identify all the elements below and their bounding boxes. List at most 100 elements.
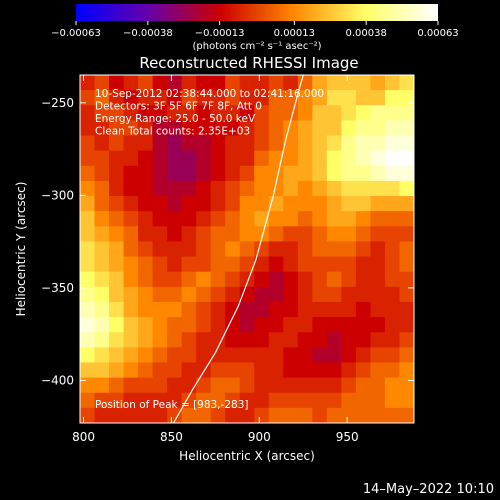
- heatmap-cell: [326, 332, 342, 348]
- heatmap-cell: [399, 150, 414, 167]
- heatmap-cell: [196, 362, 212, 379]
- heatmap-cell: [167, 317, 183, 333]
- heatmap-cell: [254, 241, 270, 258]
- heatmap-cell: [268, 407, 284, 423]
- heatmap-cell: [283, 90, 299, 106]
- image-annotations: 10-Sep-2012 02:38:44.000 to 02:41:16.000…: [95, 88, 324, 138]
- heatmap-cell: [152, 165, 168, 182]
- heatmap-cell: [355, 332, 372, 348]
- heatmap-cell: [326, 180, 342, 197]
- heatmap-cell: [370, 135, 386, 152]
- heatmap-cell: [312, 135, 328, 152]
- heatmap-cell: [181, 392, 197, 409]
- heatmap-cell: [370, 286, 386, 303]
- heatmap-cell: [254, 362, 270, 379]
- heatmap-cell: [283, 135, 299, 152]
- heatmap-cell: [297, 362, 313, 379]
- heatmap-cell: [355, 392, 372, 409]
- heatmap-cell: [123, 135, 139, 152]
- heatmap-cell: [210, 196, 226, 212]
- heatmap-cell: [152, 332, 168, 348]
- heatmap-cell: [152, 271, 168, 288]
- heatmap-cell: [268, 105, 284, 121]
- heatmap-cell: [138, 180, 154, 197]
- annotation-line: Detectors: 3F 5F 6F 7F 8F, Att 0: [95, 101, 262, 113]
- heatmap-cell: [312, 256, 328, 273]
- heatmap-cell: [167, 301, 183, 318]
- heatmap-cell: [384, 105, 401, 121]
- heatmap-cell: [399, 226, 414, 243]
- heatmap-cell: [181, 362, 197, 379]
- heatmap-cell: [181, 211, 197, 227]
- heatmap-cell: [94, 120, 110, 137]
- heatmap-cell: [326, 317, 342, 333]
- heatmap-cell: [109, 317, 125, 333]
- heatmap-cell: [312, 105, 328, 121]
- heatmap-cell: [210, 135, 226, 152]
- heatmap-cell: [109, 120, 125, 137]
- heatmap-cell: [152, 256, 168, 273]
- heatmap-cell: [152, 347, 168, 364]
- heatmap-cell: [341, 317, 357, 333]
- heatmap-cell: [268, 301, 284, 318]
- heatmap-cell: [94, 135, 110, 152]
- heatmap-cell: [196, 105, 212, 121]
- heatmap-cell: [312, 362, 328, 379]
- heatmap-cell: [384, 377, 401, 394]
- heatmap-cell: [239, 362, 255, 379]
- heatmap-cell: [370, 75, 386, 91]
- y-axis-label: Heliocentric Y (arcsec): [14, 182, 28, 317]
- heatmap-cell: [109, 135, 125, 152]
- heatmap-cell: [138, 211, 154, 227]
- heatmap-cell: [196, 377, 212, 394]
- heatmap-cell: [341, 407, 357, 423]
- heatmap-cell: [399, 196, 414, 212]
- heatmap-cell: [138, 135, 154, 152]
- heatmap-cell: [94, 407, 110, 423]
- heatmap-cell: [152, 75, 168, 91]
- heatmap-cell: [196, 271, 212, 288]
- heatmap-cell: [355, 362, 372, 379]
- annotation-line: 10-Sep-2012 02:38:44.000 to 02:41:16.000: [95, 88, 324, 100]
- heatmap-cell: [138, 256, 154, 273]
- heatmap-cell: [355, 165, 372, 182]
- heatmap-cell: [312, 226, 328, 243]
- heatmap-cell: [355, 105, 372, 121]
- heatmap-cell: [210, 332, 226, 348]
- heatmap-cell: [399, 362, 414, 379]
- heatmap-cell: [239, 105, 255, 121]
- heatmap-cell: [239, 377, 255, 394]
- heatmap-cell: [399, 165, 414, 182]
- heatmap-cell: [80, 392, 96, 409]
- heatmap-cell: [384, 75, 401, 91]
- heatmap-cell: [283, 271, 299, 288]
- chart-title: Reconstructed RHESSI Image: [139, 54, 358, 72]
- heatmap-cell: [152, 226, 168, 243]
- heatmap-cell: [167, 211, 183, 227]
- x-axis: 800 850 900 950: [72, 75, 359, 444]
- heatmap-cell: [268, 332, 284, 348]
- heatmap-cell: [283, 286, 299, 303]
- heatmap-cell: [210, 256, 226, 273]
- heatmap-cell: [80, 286, 96, 303]
- heatmap-cell: [80, 332, 96, 348]
- heatmap-cell: [355, 150, 372, 167]
- heatmap-cell: [210, 165, 226, 182]
- heatmap-cell: [355, 407, 372, 423]
- heatmap-cell: [268, 90, 284, 106]
- heatmap-cell: [341, 196, 357, 212]
- heatmap-cell: [152, 196, 168, 212]
- heatmap-cell: [326, 392, 342, 409]
- heatmap-cell: [341, 347, 357, 364]
- heatmap-cell: [109, 150, 125, 167]
- heatmap-cell: [283, 332, 299, 348]
- heatmap-cell: [196, 286, 212, 303]
- heatmap-cell: [341, 135, 357, 152]
- heatmap-cell: [326, 286, 342, 303]
- heatmap-cell: [341, 271, 357, 288]
- heatmap-cell: [167, 286, 183, 303]
- heatmap-cell: [239, 332, 255, 348]
- heatmap-cell: [196, 75, 212, 91]
- heatmap-cell: [297, 135, 313, 152]
- heatmap-cell: [370, 165, 386, 182]
